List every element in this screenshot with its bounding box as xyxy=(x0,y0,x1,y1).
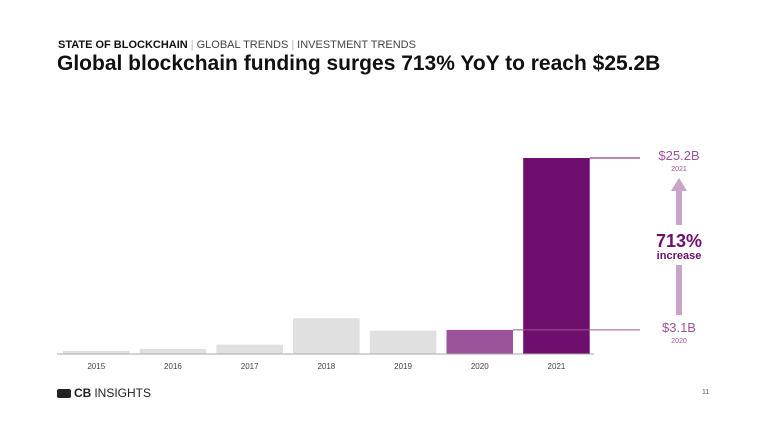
bar-2019 xyxy=(369,330,437,354)
page-number: 11 xyxy=(702,389,710,396)
top-value-label: $25.2B xyxy=(658,148,699,163)
x-tick-2021: 2021 xyxy=(548,362,566,371)
cb-insights-logo: CB INSIGHTS xyxy=(57,386,151,400)
x-tick-2019: 2019 xyxy=(394,362,412,371)
x-tick-2018: 2018 xyxy=(317,362,335,371)
logo-bold: CB xyxy=(74,386,92,400)
top-year-label: 2021 xyxy=(671,166,687,173)
arrow-up-icon xyxy=(671,178,687,191)
logo-rest: INSIGHTS xyxy=(94,386,152,400)
bar-2015 xyxy=(63,350,130,354)
bar-2017 xyxy=(216,344,283,354)
change-text-label: increase xyxy=(657,250,702,262)
bar-2018 xyxy=(293,318,360,354)
bar-2021 xyxy=(523,158,590,354)
bar-2016 xyxy=(139,348,207,354)
x-tick-2020: 2020 xyxy=(471,362,489,371)
arrow-shaft-lower xyxy=(676,265,682,315)
crumb-investment-trends: INVESTMENT TRENDS xyxy=(297,39,416,51)
breadcrumb: STATE OF BLOCKCHAIN | GLOBAL TRENDS | INVEST… xyxy=(58,39,416,51)
x-tick-2017: 2017 xyxy=(241,362,259,371)
crumb-global-trends: GLOBAL TRENDS xyxy=(196,39,289,51)
bottom-value-label: $3.1B xyxy=(662,320,696,335)
section-label: STATE OF BLOCKCHAIN xyxy=(58,39,188,51)
bar-2020 xyxy=(446,329,513,354)
x-tick-2015: 2015 xyxy=(87,362,105,371)
arrow-shaft-upper xyxy=(676,190,682,225)
x-tick-2016: 2016 xyxy=(164,362,182,371)
cb-logo-icon xyxy=(57,388,71,398)
bottom-year-label: 2020 xyxy=(671,338,687,345)
page-title: Global blockchain funding surges 713% Yo… xyxy=(57,52,661,75)
change-percent-label: 713% xyxy=(656,231,702,251)
